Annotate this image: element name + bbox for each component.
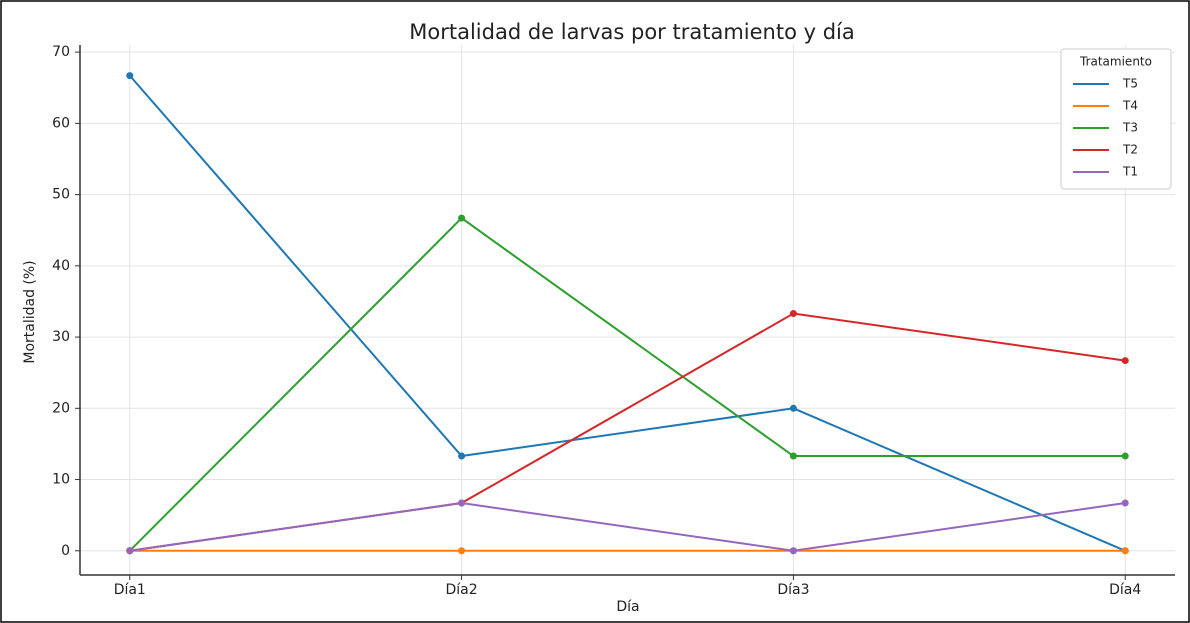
point — [1121, 499, 1129, 507]
legend-label: T3 — [1122, 121, 1138, 135]
point — [1121, 357, 1129, 365]
point — [1121, 547, 1129, 555]
x-tick-label: Día2 — [446, 582, 478, 598]
legend-label: T5 — [1122, 77, 1138, 91]
legend-title: Tratamiento — [1079, 55, 1152, 69]
point — [789, 404, 797, 412]
y-tick-label: 10 — [52, 472, 70, 488]
y-tick-label: 40 — [52, 258, 70, 274]
point — [789, 310, 797, 318]
series-line — [129, 216, 1126, 552]
y-tick-label: 60 — [52, 115, 70, 131]
point — [789, 547, 797, 555]
point — [458, 452, 466, 460]
y-tick-label: 70 — [52, 44, 70, 60]
point — [789, 452, 797, 460]
y-tick-label: 0 — [61, 543, 70, 559]
point — [458, 499, 466, 507]
legend-label: T1 — [1122, 165, 1138, 179]
x-axis-label: Día — [616, 599, 639, 615]
point — [126, 547, 134, 555]
legend-box — [1060, 48, 1172, 190]
x-tick-label: Día4 — [1109, 582, 1141, 598]
y-tick-label: 20 — [52, 400, 70, 416]
y-tick-label: 50 — [52, 187, 70, 203]
point — [126, 72, 134, 80]
x-tick-label: Día1 — [114, 582, 146, 598]
series-line — [129, 74, 1126, 552]
chart-title: Mortalidad de larvas por tratamiento y d… — [409, 20, 855, 44]
legend-label: T2 — [1122, 143, 1138, 157]
y-axis-label: Mortalidad (%) — [22, 260, 38, 363]
point — [458, 214, 466, 222]
point — [1121, 452, 1129, 460]
legend-label: T4 — [1122, 99, 1138, 113]
point — [458, 547, 466, 555]
series-line — [129, 502, 1126, 552]
y-tick-label: 30 — [52, 329, 70, 345]
x-tick-label: Día3 — [777, 582, 809, 598]
